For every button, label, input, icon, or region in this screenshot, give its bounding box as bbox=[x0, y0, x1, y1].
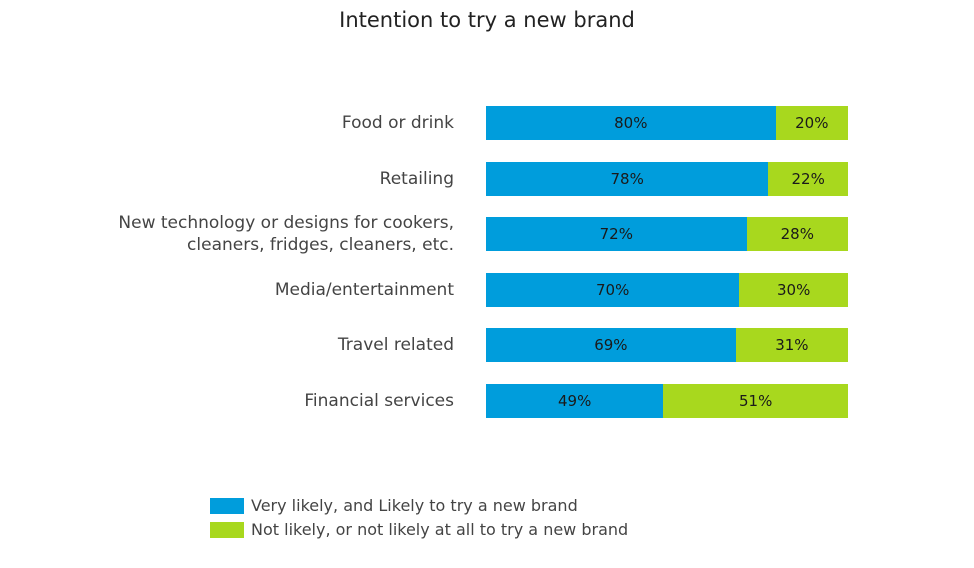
category-label-line: Financial services bbox=[304, 391, 454, 411]
category-label-line: Media/entertainment bbox=[274, 279, 454, 300]
bar-segment-not-likely bbox=[735, 328, 848, 363]
category-label: Travel related bbox=[338, 334, 454, 356]
bar-segment-not-likely bbox=[746, 217, 848, 252]
bar-segment-not-likely bbox=[768, 161, 848, 196]
category-label-line: cleaners, fridges, cleaners, etc. bbox=[187, 235, 454, 256]
data-label: 49% bbox=[558, 392, 592, 410]
bar-segment-likely bbox=[486, 106, 776, 140]
bar-segment-not-likely bbox=[739, 272, 848, 307]
category-label: Retailing bbox=[380, 168, 454, 190]
legend-label: Very likely, and Likely to try a new bra… bbox=[251, 496, 578, 515]
bar-segment-not-likely bbox=[775, 106, 848, 140]
chart-title: Intention to try a new brand bbox=[339, 8, 635, 32]
bar-segment-likely bbox=[486, 272, 740, 307]
category-label-line: Travel related bbox=[337, 335, 454, 356]
category-label-line: Food or drink bbox=[341, 113, 454, 133]
data-label: 31% bbox=[775, 336, 809, 355]
bar-segment-likely bbox=[486, 328, 736, 363]
category-label-line: New technology or designs for cookers, bbox=[118, 213, 454, 234]
data-label: 51% bbox=[739, 392, 773, 410]
data-label: 28% bbox=[780, 225, 814, 244]
data-label: 80% bbox=[614, 114, 648, 132]
data-label: 70% bbox=[596, 280, 630, 299]
data-label: 69% bbox=[594, 336, 628, 355]
data-label: 72% bbox=[599, 225, 633, 244]
data-label: 22% bbox=[791, 169, 825, 188]
data-label: 78% bbox=[610, 169, 644, 188]
category-label: Media/entertainment bbox=[275, 279, 454, 301]
bar-segment-likely bbox=[486, 384, 664, 418]
bar-segment-not-likely bbox=[663, 384, 848, 418]
category-label-line: Retailing bbox=[379, 168, 454, 189]
category-label: New technology or designs for cookers, cl… bbox=[118, 212, 454, 256]
category-label: Financial services bbox=[304, 390, 454, 412]
bar-segment-likely bbox=[486, 217, 747, 252]
legend-swatch bbox=[210, 498, 244, 514]
data-label: 20% bbox=[795, 114, 829, 132]
legend-label: Not likely, or not likely at all to try … bbox=[251, 520, 629, 539]
bar-segment-likely bbox=[486, 161, 769, 196]
category-label: Food or drink bbox=[342, 112, 454, 134]
data-label: 30% bbox=[777, 280, 811, 299]
legend-swatch bbox=[210, 522, 244, 538]
